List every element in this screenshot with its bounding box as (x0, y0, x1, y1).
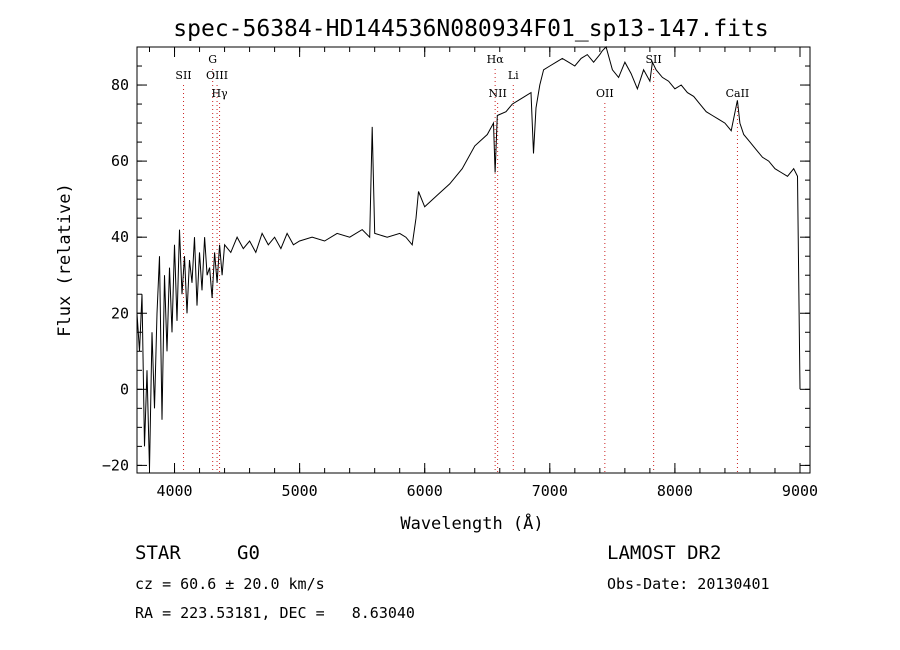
chart-title: spec-56384-HD144536N080934F01_sp13-147.f… (173, 16, 768, 42)
spectrum-series (136, 46, 801, 470)
plot-frame (136, 46, 811, 474)
x-tick-label: 9000 (782, 482, 818, 500)
line-marker-label: Li (508, 69, 519, 82)
x-tick-label: 7000 (532, 482, 568, 500)
spectral-subclass: G0 (237, 542, 260, 564)
survey-name: LAMOST DR2 (607, 542, 722, 564)
x-tick-label: 5000 (282, 482, 318, 500)
axis-ticks: 4000 5000 6000 7000 8000 9000 −20 0 20 40 60 80 (102, 46, 818, 500)
redshift-readout: cz = 60.6 ± 20.0 km/s (135, 575, 325, 593)
y-tick-label: 0 (120, 380, 129, 398)
line-marker-label: Hα (487, 53, 505, 66)
line-marker-label: CaII (726, 87, 750, 100)
obs-date: Obs-Date: 20130401 (607, 575, 770, 593)
line-marker-label: G (208, 53, 217, 66)
y-tick-label: 80 (111, 76, 129, 94)
x-axis-label: Wavelength (Å) (400, 512, 543, 534)
y-tick-label: 20 (111, 304, 129, 322)
line-marker-label: SII (175, 69, 191, 82)
spectrum-line (136, 46, 801, 470)
line-marker-label: OII (596, 87, 614, 100)
x-tick-label: 6000 (407, 482, 443, 500)
y-tick-label: 40 (111, 228, 129, 246)
line-marker-label: SII (646, 53, 662, 66)
y-axis-label: Flux (relative) (55, 183, 75, 337)
line-marker-label: OIII (206, 69, 228, 82)
x-tick-label: 4000 (156, 482, 192, 500)
coordinates: RA = 223.53181, DEC = 8.63040 (135, 604, 415, 622)
x-tick-label: 8000 (657, 482, 693, 500)
y-tick-label: 60 (111, 152, 129, 170)
y-tick-label: −20 (102, 456, 129, 474)
line-marker-label: NII (488, 87, 506, 100)
line-marker-label: Hγ (211, 87, 228, 100)
object-type: STAR (135, 542, 181, 564)
